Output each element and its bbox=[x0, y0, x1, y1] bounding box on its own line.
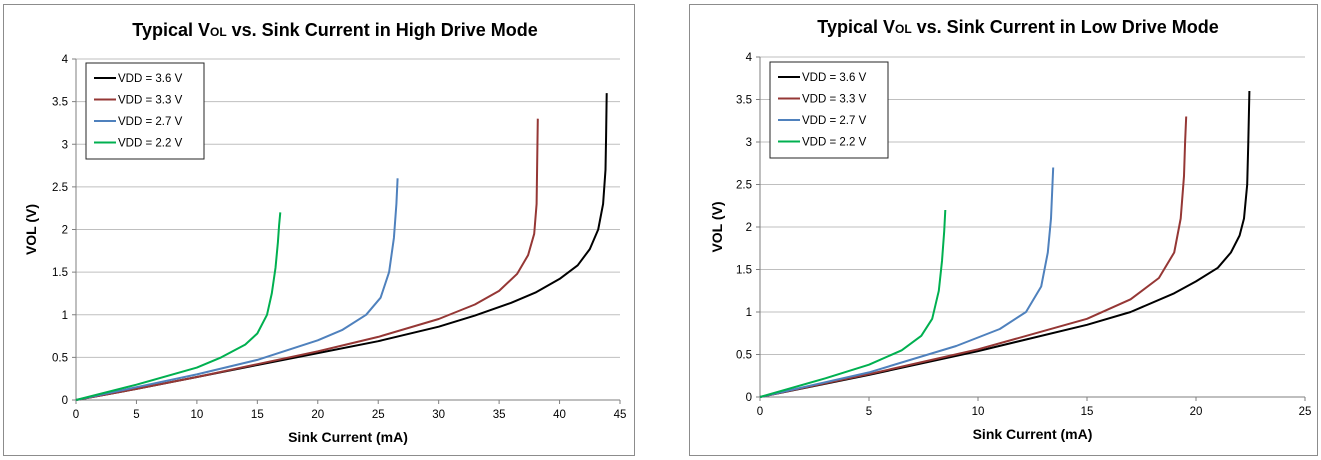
chart-1-ytick-label-3: 1.5 bbox=[736, 265, 752, 277]
chart-0-ytick-label-5: 2.5 bbox=[52, 182, 68, 194]
chart-0-xtick-label-0: 0 bbox=[73, 409, 79, 421]
chart-1-ytick-label-4: 2 bbox=[746, 222, 752, 234]
chart-0-ytick-label-0: 0 bbox=[62, 395, 68, 407]
chart-0-ytick-label-3: 1.5 bbox=[52, 267, 68, 279]
chart-0-title-main: Typical V bbox=[132, 20, 210, 40]
chart-1-series-1-line bbox=[759, 116, 1188, 398]
chart-0-legend-label-2: VDD = 2.7 V bbox=[118, 116, 183, 128]
chart-0-xtick-label-7: 35 bbox=[493, 409, 506, 421]
chart-1-legend-label-3: VDD = 2.2 V bbox=[802, 137, 867, 149]
chart-1-ytick-label-8: 4 bbox=[746, 52, 753, 64]
chart-0-xtick-label-3: 15 bbox=[251, 409, 264, 421]
chart-1-ytick-label-6: 3 bbox=[746, 137, 752, 149]
chart-0-ytick-label-8: 4 bbox=[62, 54, 69, 66]
chart-1-xtick-label-5: 25 bbox=[1299, 406, 1312, 418]
chart-0-ytick-label-7: 3.5 bbox=[52, 97, 68, 109]
chart-0-series-1-line bbox=[75, 118, 539, 401]
chart-high-drive: Typical VOL vs. Sink Current in High Dri… bbox=[3, 4, 635, 456]
chart-1-series-2-line bbox=[759, 167, 1055, 398]
chart-1-legend-label-0: VDD = 3.6 V bbox=[802, 72, 867, 84]
chart-high-drive-svg: Typical VOL vs. Sink Current in High Dri… bbox=[23, 20, 627, 445]
chart-1-xtick-label-2: 10 bbox=[972, 406, 985, 418]
chart-0-title: Typical VOL vs. Sink Current in High Dri… bbox=[132, 20, 537, 40]
chart-1-ytick-label-5: 2.5 bbox=[736, 180, 752, 192]
chart-1-ytick-label-0: 0 bbox=[746, 392, 752, 404]
chart-1-series-0-line bbox=[759, 90, 1251, 398]
chart-1-ytick-label-1: 0.5 bbox=[736, 350, 752, 362]
chart-0-xtick-label-4: 20 bbox=[311, 409, 324, 421]
chart-0-xtick-label-5: 25 bbox=[372, 409, 385, 421]
chart-0-xtick-label-1: 5 bbox=[133, 409, 139, 421]
chart-1-series-3-line bbox=[759, 209, 947, 398]
chart-1-title: Typical VOL vs. Sink Current in Low Driv… bbox=[817, 17, 1218, 37]
chart-0-ytick-label-4: 2 bbox=[62, 225, 68, 237]
chart-1-legend-label-1: VDD = 3.3 V bbox=[802, 94, 867, 106]
chart-0-ytick-label-1: 0.5 bbox=[52, 352, 68, 364]
chart-1-ylabel: VOL (V) bbox=[709, 201, 725, 252]
chart-1-legend-label-2: VDD = 2.7 V bbox=[802, 115, 867, 127]
chart-0-ylabel: VOL (V) bbox=[23, 204, 39, 255]
chart-1-xtick-label-1: 5 bbox=[866, 406, 872, 418]
chart-0-title-sub: OL bbox=[210, 25, 227, 39]
chart-0-ytick-label-6: 3 bbox=[62, 139, 68, 151]
chart-1-title-sub: OL bbox=[895, 22, 912, 36]
chart-0-legend-label-0: VDD = 3.6 V bbox=[118, 73, 183, 85]
chart-1-xtick-label-4: 20 bbox=[1190, 406, 1203, 418]
chart-0-series-2-line bbox=[75, 178, 399, 401]
chart-low-drive: Typical VOL vs. Sink Current in Low Driv… bbox=[689, 4, 1318, 456]
chart-low-drive-svg: Typical VOL vs. Sink Current in Low Driv… bbox=[709, 17, 1312, 442]
chart-0-xtick-label-9: 45 bbox=[614, 409, 627, 421]
chart-1-xtick-label-3: 15 bbox=[1081, 406, 1094, 418]
chart-1-ytick-label-2: 1 bbox=[746, 307, 752, 319]
chart-0-ytick-label-2: 1 bbox=[62, 310, 68, 322]
chart-1-title-rest: vs. Sink Current in Low Drive Mode bbox=[912, 17, 1219, 37]
chart-1-xtick-label-0: 0 bbox=[757, 406, 763, 418]
chart-0-legend-label-1: VDD = 3.3 V bbox=[118, 95, 183, 107]
chart-0-title-rest: vs. Sink Current in High Drive Mode bbox=[227, 20, 538, 40]
chart-1-xlabel: Sink Current (mA) bbox=[973, 426, 1093, 442]
chart-0-xtick-label-8: 40 bbox=[553, 409, 566, 421]
chart-0-xlabel: Sink Current (mA) bbox=[288, 429, 408, 445]
chart-0-legend-label-3: VDD = 2.2 V bbox=[118, 138, 183, 150]
chart-0-xtick-label-2: 10 bbox=[190, 409, 203, 421]
chart-1-ytick-label-7: 3.5 bbox=[736, 95, 752, 107]
chart-0-xtick-label-6: 30 bbox=[432, 409, 445, 421]
chart-0-series-3-line bbox=[75, 212, 282, 401]
chart-1-title-main: Typical V bbox=[817, 17, 895, 37]
